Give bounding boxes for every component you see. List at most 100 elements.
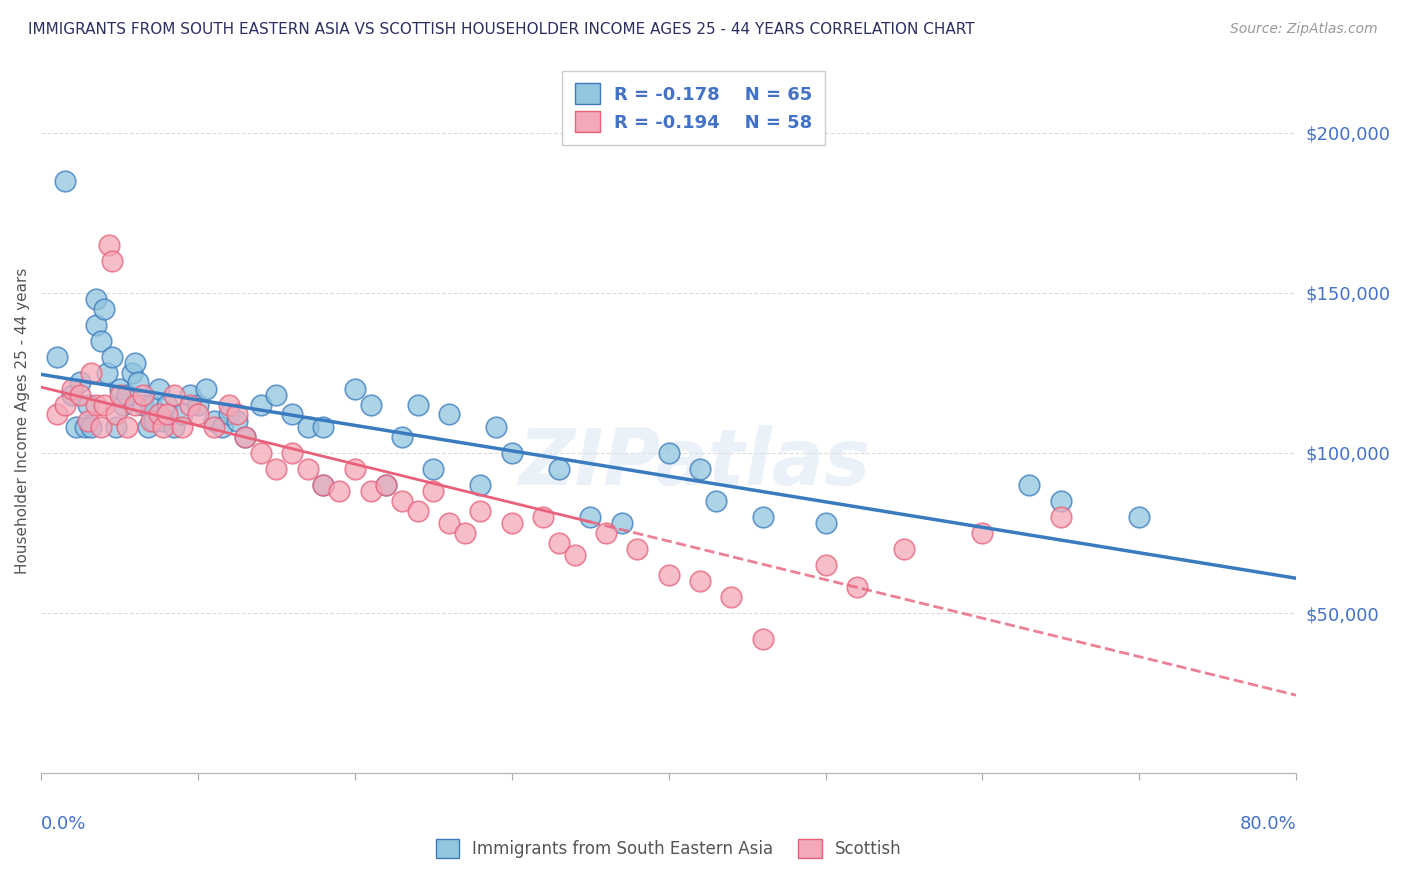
Point xyxy=(658,446,681,460)
Point xyxy=(437,408,460,422)
Point xyxy=(626,541,648,556)
Point xyxy=(312,420,335,434)
Point xyxy=(187,408,209,422)
Point xyxy=(595,525,617,540)
Point xyxy=(45,350,67,364)
Point xyxy=(100,253,122,268)
Point xyxy=(121,366,143,380)
Point xyxy=(689,574,711,588)
Text: IMMIGRANTS FROM SOUTH EASTERN ASIA VS SCOTTISH HOUSEHOLDER INCOME AGES 25 - 44 Y: IMMIGRANTS FROM SOUTH EASTERN ASIA VS SC… xyxy=(28,22,974,37)
Point xyxy=(163,388,186,402)
Point xyxy=(501,516,523,531)
Point xyxy=(143,414,166,428)
Point xyxy=(689,462,711,476)
Point xyxy=(148,408,170,422)
Point xyxy=(281,408,304,422)
Point xyxy=(163,420,186,434)
Point xyxy=(93,398,115,412)
Point xyxy=(226,414,249,428)
Point xyxy=(148,382,170,396)
Point xyxy=(1050,494,1073,508)
Point xyxy=(328,484,350,499)
Point xyxy=(156,408,179,422)
Point xyxy=(132,388,155,402)
Point xyxy=(172,408,194,422)
Point xyxy=(249,446,271,460)
Point xyxy=(108,388,131,402)
Point xyxy=(845,581,868,595)
Point xyxy=(124,398,146,412)
Point xyxy=(84,398,107,412)
Point xyxy=(84,318,107,332)
Point xyxy=(501,446,523,460)
Point xyxy=(69,388,91,402)
Point xyxy=(579,510,602,524)
Point xyxy=(97,237,120,252)
Point xyxy=(73,420,96,434)
Point xyxy=(202,414,225,428)
Point xyxy=(704,494,727,508)
Point xyxy=(105,408,128,422)
Point xyxy=(187,398,209,412)
Point xyxy=(77,414,100,428)
Text: 0.0%: 0.0% xyxy=(41,815,87,833)
Point xyxy=(179,388,201,402)
Point xyxy=(547,462,569,476)
Point xyxy=(422,484,444,499)
Point xyxy=(77,398,100,412)
Point xyxy=(343,462,366,476)
Point xyxy=(62,388,84,402)
Point xyxy=(100,350,122,364)
Point xyxy=(179,398,201,412)
Point xyxy=(297,462,319,476)
Point xyxy=(406,503,429,517)
Point xyxy=(470,478,492,492)
Point xyxy=(610,516,633,531)
Point xyxy=(139,398,162,412)
Point xyxy=(80,366,103,380)
Point xyxy=(152,414,174,428)
Point xyxy=(93,301,115,316)
Point xyxy=(53,398,76,412)
Point xyxy=(1018,478,1040,492)
Point xyxy=(752,510,775,524)
Point xyxy=(720,590,742,604)
Point xyxy=(814,558,837,572)
Point xyxy=(90,420,112,434)
Point xyxy=(360,398,382,412)
Point xyxy=(437,516,460,531)
Point xyxy=(53,173,76,187)
Text: 80.0%: 80.0% xyxy=(1240,815,1296,833)
Point xyxy=(531,510,554,524)
Point xyxy=(249,398,271,412)
Point xyxy=(218,398,240,412)
Point xyxy=(564,549,586,563)
Point xyxy=(266,462,288,476)
Point xyxy=(312,478,335,492)
Point xyxy=(547,535,569,549)
Point xyxy=(45,408,67,422)
Point xyxy=(297,420,319,434)
Point xyxy=(233,430,256,444)
Point xyxy=(202,420,225,434)
Point xyxy=(360,484,382,499)
Point xyxy=(172,420,194,434)
Point xyxy=(343,382,366,396)
Point xyxy=(111,398,134,412)
Point xyxy=(84,292,107,306)
Text: ZIPatlas: ZIPatlas xyxy=(517,425,870,501)
Point xyxy=(422,462,444,476)
Point xyxy=(117,420,139,434)
Point xyxy=(1128,510,1150,524)
Point xyxy=(136,420,159,434)
Point xyxy=(658,567,681,582)
Point xyxy=(69,376,91,390)
Point xyxy=(124,356,146,370)
Point xyxy=(105,420,128,434)
Point xyxy=(226,408,249,422)
Point xyxy=(406,398,429,412)
Point xyxy=(80,420,103,434)
Text: Source: ZipAtlas.com: Source: ZipAtlas.com xyxy=(1230,22,1378,37)
Point xyxy=(893,541,915,556)
Point xyxy=(312,478,335,492)
